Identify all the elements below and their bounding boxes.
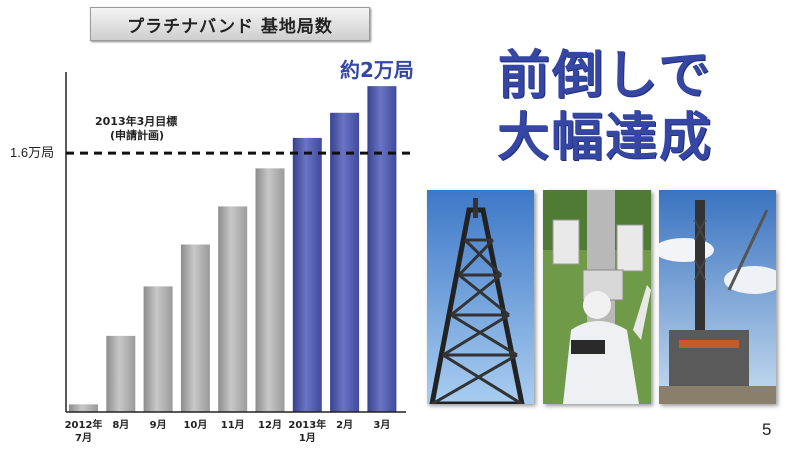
page-number: 5	[762, 420, 772, 439]
bar-9	[367, 86, 397, 413]
tick-label-5: 11月	[221, 419, 245, 431]
bar-1	[69, 404, 98, 412]
tower-construction-photo	[659, 190, 776, 404]
chart-title: プラチナバンド 基地局数	[90, 7, 370, 41]
tick-label-7-2: 1月	[299, 432, 316, 444]
reference-value-label: 1.6万局	[10, 145, 54, 160]
bar-7	[292, 137, 322, 412]
reference-note-line1: 2013年3月目標	[95, 114, 177, 128]
bar-2	[106, 335, 136, 412]
lattice-tower-photo	[427, 190, 534, 404]
headline-line2: 大幅達成	[496, 108, 713, 168]
tick-label-9: 3月	[373, 419, 390, 431]
bar-3	[143, 286, 173, 412]
tick-label-7-1: 2013年	[288, 418, 326, 431]
tick-label-3: 9月	[150, 419, 167, 431]
technician-pole-photo	[543, 190, 651, 404]
bar-6	[255, 168, 285, 412]
reference-note-line2: (申請計画)	[110, 128, 164, 142]
bar-5	[218, 206, 248, 412]
headline-line1: 前倒しで	[497, 46, 713, 106]
callout-label: 約2万局	[340, 58, 414, 82]
tick-label-2: 8月	[112, 419, 129, 431]
tick-label-8: 2月	[336, 419, 353, 431]
tick-label-4: 10月	[183, 419, 207, 431]
bar-4	[180, 244, 210, 412]
tick-label-1-1: 2012年	[65, 418, 103, 431]
tick-label-1-2: 7月	[75, 432, 92, 444]
bar-8	[330, 112, 360, 412]
tick-label-6: 12月	[258, 419, 282, 431]
